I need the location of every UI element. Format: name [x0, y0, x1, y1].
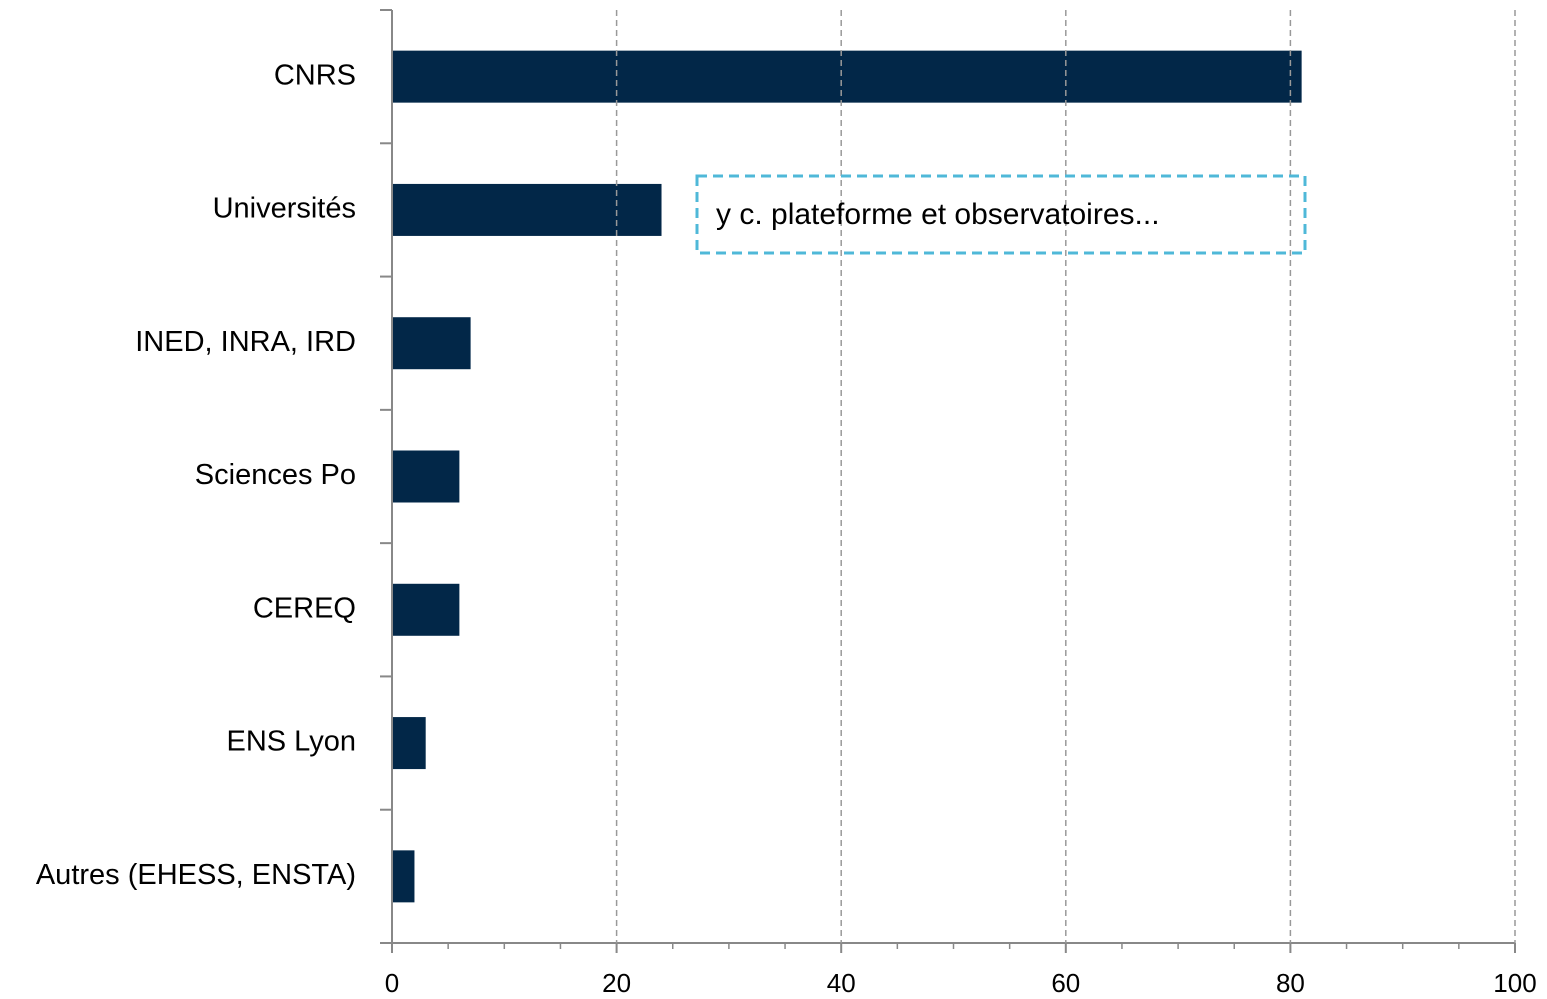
x-tick-label: 20	[602, 968, 631, 998]
bar	[392, 317, 471, 370]
bar	[392, 583, 460, 636]
y-tick-label: CEREQ	[253, 592, 356, 624]
y-tick-label: ENS Lyon	[227, 726, 357, 758]
y-tick-label: INED, INRA, IRD	[135, 326, 356, 358]
bar	[392, 850, 415, 903]
bar	[392, 717, 426, 770]
x-tick-label: 0	[385, 968, 399, 998]
bar	[392, 450, 460, 503]
x-tick-label: 80	[1276, 968, 1305, 998]
x-tick-label: 100	[1493, 968, 1536, 998]
annotation-box	[695, 174, 1307, 255]
x-tick-label: 40	[827, 968, 856, 998]
x-tick-label: 60	[1051, 968, 1080, 998]
bar	[392, 50, 1302, 103]
bar	[392, 183, 662, 236]
y-tick-label: CNRS	[274, 59, 356, 91]
y-tick-label: Autres (EHESS, ENSTA)	[36, 859, 356, 891]
y-tick-label: Sciences Po	[195, 459, 356, 491]
y-tick-label: Universités	[213, 193, 356, 225]
annotation: y c. plateforme et observatoires...	[716, 198, 1160, 231]
